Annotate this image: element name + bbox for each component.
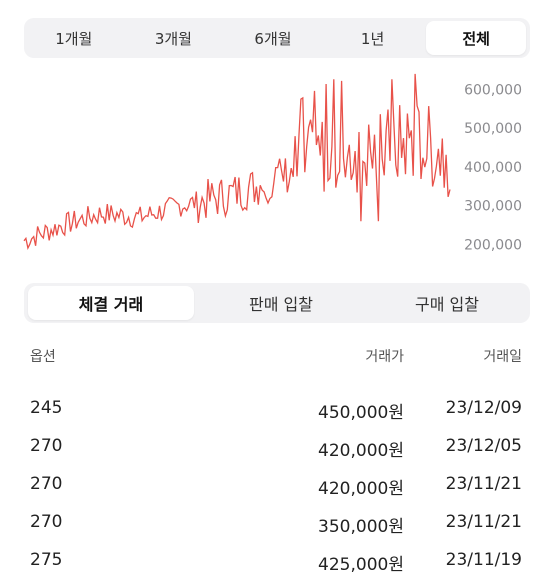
tab-1-month[interactable]: 1개월 xyxy=(55,29,93,48)
table-header: 옵션 거래가 거래일 xyxy=(30,342,522,370)
row-date: 23/11/19 xyxy=(445,550,522,570)
trade-type-tabs: 체결 거래 판매 입찰 구매 입찰 xyxy=(24,283,530,323)
row-option: 270 xyxy=(30,436,63,456)
y-tick-label: 400,000 xyxy=(464,160,522,176)
y-tick-label: 600,000 xyxy=(464,82,522,98)
tab-sell-bids[interactable]: 판매 입찰 xyxy=(249,295,313,314)
table-row[interactable]: 270 420,000원 23/11/21 xyxy=(30,470,522,500)
header-price: 거래가 xyxy=(365,349,404,365)
y-tick-label: 500,000 xyxy=(464,121,522,137)
row-price: 450,000원 xyxy=(318,403,404,423)
tab-3-months[interactable]: 3개월 xyxy=(154,29,192,48)
row-option: 275 xyxy=(30,550,63,570)
y-axis-ticks: 600,000 500,000 400,000 300,000 200,000 xyxy=(464,82,522,253)
tab-completed-trades[interactable]: 체결 거래 xyxy=(28,286,194,320)
row-date: 23/12/05 xyxy=(445,436,522,456)
header-date: 거래일 xyxy=(483,349,522,365)
price-line xyxy=(23,73,451,250)
row-date: 23/11/21 xyxy=(445,512,522,532)
row-date: 23/11/21 xyxy=(445,474,522,494)
row-price: 350,000원 xyxy=(318,517,404,537)
table-row[interactable]: 245 450,000원 23/12/09 xyxy=(30,394,522,424)
row-price: 420,000원 xyxy=(318,479,404,499)
y-tick-label: 200,000 xyxy=(464,237,522,253)
row-date: 23/12/09 xyxy=(445,398,522,418)
tab-all[interactable]: 전체 xyxy=(426,21,526,55)
price-chart: 600,000 500,000 400,000 300,000 200,000 xyxy=(23,73,522,253)
row-option: 245 xyxy=(30,398,63,418)
table-row[interactable]: 270 420,000원 23/12/05 xyxy=(30,432,522,462)
tab-buy-bids[interactable]: 구매 입찰 xyxy=(415,295,479,314)
header-option: 옵션 xyxy=(30,349,56,365)
tab-6-months[interactable]: 6개월 xyxy=(254,29,292,48)
row-option: 270 xyxy=(30,512,63,532)
table-row[interactable]: 275 425,000원 23/11/19 xyxy=(30,546,522,576)
row-option: 270 xyxy=(30,474,63,494)
period-selector: 1개월 3개월 6개월 1년 전체 xyxy=(24,18,530,58)
row-price: 420,000원 xyxy=(318,441,404,461)
y-tick-label: 300,000 xyxy=(464,199,522,215)
tab-1-year[interactable]: 1년 xyxy=(360,29,385,48)
table-row[interactable]: 270 350,000원 23/11/21 xyxy=(30,508,522,538)
